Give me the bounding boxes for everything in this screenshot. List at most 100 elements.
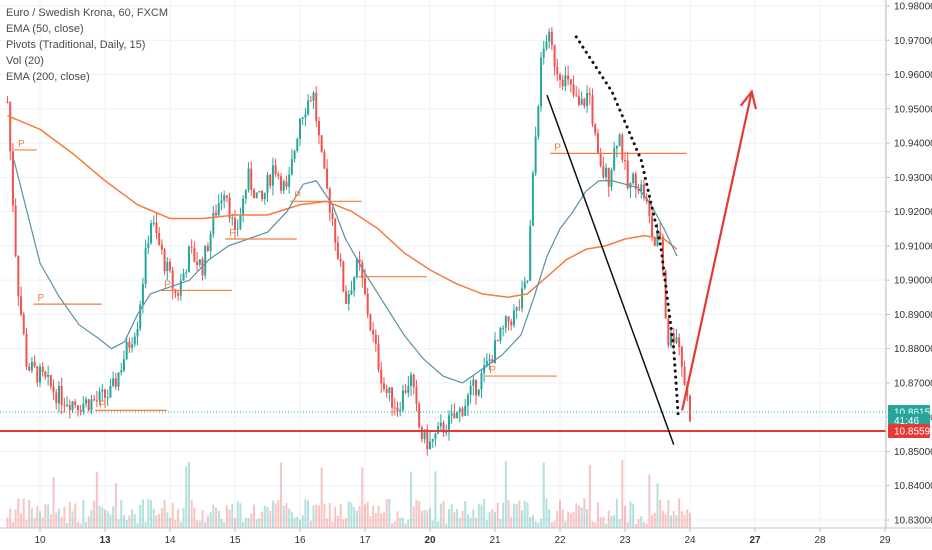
candle-body-72 (201, 259, 204, 276)
time-axis[interactable]: 10 13 14 15 16 17 20 21 22 23 24 27 28 29 (0, 527, 932, 550)
candle-body-88 (244, 190, 247, 199)
candle-body-97 (269, 174, 272, 186)
volume-bar-79 (220, 518, 223, 528)
candle-body-80 (223, 195, 226, 201)
candle-body-248 (678, 337, 681, 348)
candle-body-23 (68, 404, 71, 411)
candle-body-35 (101, 389, 104, 392)
time-tick-7: 21 (489, 535, 501, 546)
volume-bar-245 (670, 515, 673, 528)
volume-bar-174 (477, 503, 480, 528)
volume-bars (6, 459, 691, 528)
candle-body-58 (163, 249, 166, 272)
candle-body-117 (323, 151, 326, 169)
candle-body-109 (301, 117, 304, 119)
time-tick-4: 16 (294, 535, 306, 546)
volume-bar-28 (82, 499, 85, 528)
candle-body-39 (112, 378, 115, 386)
candle-body-148 (407, 385, 410, 393)
candle-body-176 (483, 365, 486, 373)
candle-body-153 (420, 427, 423, 440)
legend-symbol[interactable]: Euro / Swedish Krona, 60, FXCM (6, 7, 169, 19)
volume-bar-45 (128, 515, 131, 528)
candle-body-177 (485, 360, 488, 366)
candle-body-21 (63, 405, 66, 407)
candle-body-1 (9, 102, 12, 152)
volume-bar-96 (266, 506, 269, 528)
candle-body-199 (545, 41, 548, 49)
time-tick-10: 24 (684, 535, 696, 546)
price-axis[interactable]: 10.8300010.8400010.8500010.8600010.87000… (885, 0, 932, 550)
volume-bar-74 (206, 515, 209, 528)
volume-bar-129 (355, 510, 358, 528)
candle-body-137 (377, 343, 380, 370)
candle-body-167 (458, 408, 461, 413)
volume-bar-111 (307, 500, 310, 528)
candle-body-103 (285, 181, 288, 187)
candle-body-30 (87, 399, 90, 411)
volume-bar-199 (545, 498, 548, 528)
volume-bar-195 (534, 521, 537, 528)
candle-body-17 (52, 386, 55, 393)
volume-bar-172 (472, 508, 475, 528)
pivot-label-8: P (554, 142, 561, 153)
candle-body-13 (41, 366, 44, 372)
volume-bar-37 (106, 510, 109, 528)
volume-bar-163 (447, 509, 450, 528)
volume-bar-43 (122, 515, 125, 528)
candle-body-70 (196, 261, 199, 265)
candle-body-60 (169, 261, 171, 271)
volume-bar-14 (44, 504, 47, 528)
candle-body-140 (385, 388, 388, 393)
price-label-bg-2 (888, 423, 930, 438)
candle-body-190 (521, 288, 524, 309)
candle-body-156 (429, 441, 431, 449)
price-tick-12: 10.95000 (894, 104, 932, 115)
volume-bar-136 (374, 513, 377, 528)
volume-bar-5 (20, 513, 23, 528)
candle-body-209 (572, 84, 575, 96)
candle-body-75 (209, 233, 212, 251)
volume-bar-250 (683, 514, 686, 528)
volume-bar-44 (125, 519, 128, 528)
volume-bar-15 (47, 504, 50, 528)
legend-ema50[interactable]: EMA (50, close) (6, 23, 84, 35)
candle-body-139 (382, 383, 385, 389)
volume-bar-152 (418, 501, 421, 528)
candle-body-221 (605, 167, 608, 178)
legend-ema200[interactable]: EMA (200, close) (6, 71, 90, 83)
volume-bar-120 (331, 521, 334, 528)
ema50-line (13, 160, 678, 384)
volume-bar-64 (179, 521, 182, 528)
candle-body-241 (659, 231, 662, 237)
volume-bar-110 (304, 499, 307, 528)
candle-body-129 (355, 259, 358, 278)
candle-body-132 (364, 278, 366, 294)
volume-bar-47 (133, 513, 136, 528)
legend-volume[interactable]: Vol (20) (6, 55, 44, 67)
volume-bar-68 (190, 500, 193, 528)
legend-pivots[interactable]: Pivots (Traditional, Daily, 15) (6, 39, 146, 51)
volume-bar-77 (215, 508, 218, 528)
candle-body-113 (312, 92, 315, 101)
candle-body-138 (380, 369, 383, 384)
volume-bar-106 (293, 517, 296, 528)
candle-body-217 (594, 124, 597, 134)
pivot-label-0: P (18, 139, 25, 150)
volume-bar-61 (171, 502, 174, 528)
candle-body-52 (147, 243, 150, 248)
volume-bar-145 (399, 517, 402, 528)
candle-body-95 (263, 192, 266, 200)
volume-bar-137 (377, 505, 380, 528)
volume-bar-207 (567, 511, 570, 528)
volume-bar-162 (445, 523, 448, 528)
candle-body-43 (122, 359, 125, 371)
volume-bar-149 (410, 471, 413, 528)
forecast-arrow (681, 91, 753, 411)
volume-bar-203 (556, 511, 559, 528)
volume-bar-242 (661, 510, 664, 528)
volume-bar-65 (182, 507, 185, 528)
candle-body-12 (39, 366, 41, 383)
candle-body-158 (434, 433, 437, 439)
